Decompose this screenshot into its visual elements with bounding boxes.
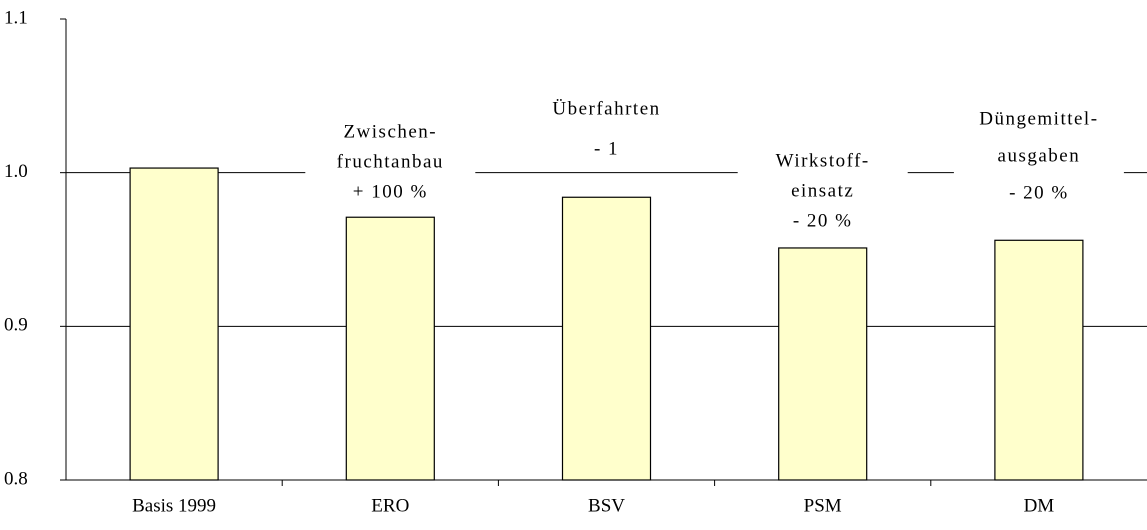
annotation: ausgaben [998,145,1081,166]
annotation: Wirkstoff- [776,150,870,171]
annotation-bg [953,106,1124,208]
x-tick-label: BSV [588,495,625,516]
y-tick-label: 0.9 [4,315,28,336]
annotation-bg [737,148,908,236]
y-tick-label: 1.1 [4,7,28,28]
annotation: Überfahrten [552,98,660,119]
bar [994,239,1084,481]
annotation: - 1 [594,138,619,159]
y-tick-label: 0.8 [4,468,28,489]
annotation: + 100 % [353,181,428,202]
bar [345,216,435,481]
x-tick-label: Basis 1999 [132,495,216,516]
annotation: fruchtanbau [337,151,444,172]
x-tick-label: PSM [804,495,842,516]
bar [778,247,868,481]
bar [129,167,219,481]
annotation: Düngemittel- [979,108,1098,129]
annotation: einsatz [791,180,854,201]
annotation: - 20 % [1009,182,1069,203]
x-tick-label: DM [1024,495,1055,516]
x-tick-label: ERO [371,495,409,516]
annotation: - 20 % [793,210,853,231]
bar [561,196,652,481]
annotation-bg [305,119,476,207]
annotation: Zwischen- [343,121,437,142]
annotation-bg [521,96,692,164]
y-tick-label: 1.0 [4,161,28,182]
